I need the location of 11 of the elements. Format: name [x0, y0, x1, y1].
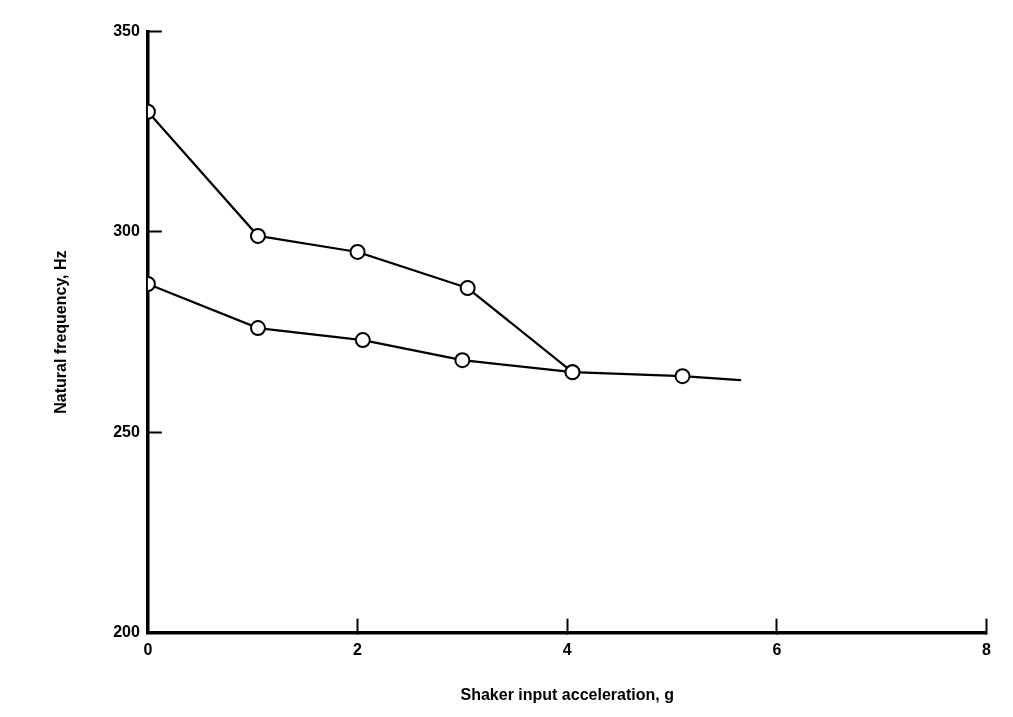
y-tick-label: 200 [113, 623, 140, 641]
x-tick-label: 6 [772, 640, 782, 658]
y-axis-title: Natural frequency, Hz [52, 250, 70, 414]
x-tick-label: 8 [982, 640, 992, 658]
x-tick-label: 2 [353, 640, 363, 658]
y-tick-label: 300 [113, 222, 140, 240]
x-tick-label: 4 [562, 640, 572, 658]
x-axis-title: Shaker input acceleration, g [460, 685, 674, 703]
x-tick-label: 0 [143, 640, 153, 658]
y-tick-label: 350 [113, 22, 140, 40]
y-tick-label: 250 [113, 422, 140, 440]
